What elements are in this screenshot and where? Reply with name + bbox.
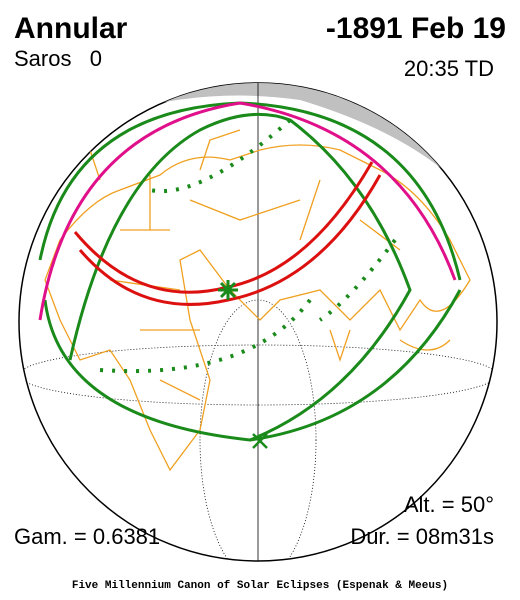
max-eclipse-rise-set — [38, 101, 457, 321]
subsolar-point — [252, 433, 268, 449]
grid-meridian — [199, 299, 317, 561]
duration: Dur. = 08m31s — [350, 524, 494, 549]
eclipse-type: Annular — [14, 12, 128, 45]
greatest-eclipse — [218, 280, 238, 300]
coastlines — [44, 129, 471, 472]
footer: Five Millennium Canon of Solar Eclipses … — [72, 580, 448, 592]
penumbra-south-limit — [43, 289, 462, 442]
eclipse-contours — [99, 118, 397, 374]
time: 20:35 TD — [404, 56, 494, 81]
saros: Saros 0 — [14, 46, 102, 71]
penumbra-loop — [68, 112, 412, 442]
gamma: Gam. = 0.6381 — [14, 524, 160, 549]
eclipse-date: -1891 Feb 19 — [326, 12, 506, 45]
altitude: Alt. = 50° — [404, 492, 494, 517]
